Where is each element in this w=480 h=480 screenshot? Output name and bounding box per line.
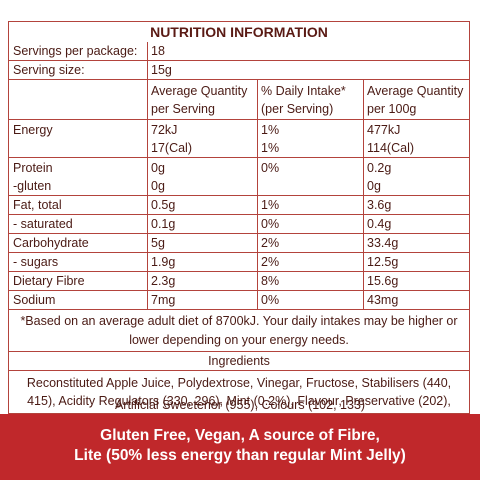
- nutrient-name: Carbohydrate: [13, 236, 89, 250]
- nutrient-daily-intake: 8%: [261, 274, 280, 288]
- nutrient-serving: 0.1g: [151, 217, 176, 231]
- nutrient-daily-intake: 2%: [261, 236, 280, 250]
- nutrient-row-fat: Fat, total 0.5g 1% 3.6g: [9, 196, 469, 215]
- footnote-line-1: *Based on an average adult diet of 8700k…: [20, 314, 458, 328]
- banner-line-1: Gluten Free, Vegan, A source of Fibre,: [100, 427, 380, 444]
- nutrient-daily-intake: 0%: [261, 161, 280, 175]
- column-divider: [363, 80, 364, 310]
- servings-per-package-row: Servings per package: 18: [9, 42, 469, 61]
- nutrient-daily-intake: 1%: [261, 141, 280, 155]
- serving-size-label: Serving size:: [13, 63, 85, 77]
- nutrient-per-100g: 12.5g: [367, 255, 399, 269]
- header-avg-100g-1: Average Quantity: [367, 84, 464, 98]
- column-divider: [147, 42, 148, 310]
- panel-title: NUTRITION INFORMATION: [150, 24, 328, 40]
- nutrient-row-saturated: - saturated 0.1g 0% 0.4g: [9, 215, 469, 234]
- header-daily-intake-1: % Daily Intake*: [261, 84, 346, 98]
- nutrient-per-100g: 33.4g: [367, 236, 399, 250]
- nutrient-daily-intake: 1%: [261, 123, 280, 137]
- nutrient-daily-intake: 0%: [261, 293, 280, 307]
- header-daily-intake-2: (per Serving): [261, 102, 334, 116]
- nutrient-name: -gluten: [13, 179, 52, 193]
- nutrient-row-sugars: - sugars 1.9g 2% 12.5g: [9, 253, 469, 272]
- nutrient-per-100g: 477kJ: [367, 123, 401, 137]
- nutrient-serving: 72kJ: [151, 123, 178, 137]
- nutrient-name: Energy: [13, 123, 53, 137]
- footnote-line-2: lower depending on your energy needs.: [129, 333, 349, 347]
- ingredients-line-2: 415), Acidity Regulators (330, 296), Min…: [27, 394, 451, 408]
- serving-size-value: 15g: [151, 63, 172, 77]
- column-divider: [257, 80, 258, 310]
- nutrient-name: - sugars: [13, 255, 59, 269]
- footnote-row: *Based on an average adult diet of 8700k…: [9, 310, 469, 352]
- nutrition-panel: NUTRITION INFORMATION Servings per packa…: [8, 21, 470, 414]
- nutrient-row-fibre: Dietary Fibre 2.3g 8% 15.6g: [9, 272, 469, 291]
- nutrient-serving: 0.5g: [151, 198, 176, 212]
- nutrient-name: Fat, total: [13, 198, 62, 212]
- claims-banner: Gluten Free, Vegan, A source of Fibre, L…: [0, 414, 480, 480]
- nutrient-daily-intake: 2%: [261, 255, 280, 269]
- nutrient-name: Sodium: [13, 293, 56, 307]
- servings-per-package-label: Servings per package:: [13, 44, 138, 58]
- nutrient-name: Protein: [13, 161, 53, 175]
- nutrient-row-energy: Energy 72kJ 1% 477kJ 17(Cal) 1% 114(Cal): [9, 120, 469, 158]
- header-avg-100g-2: per 100g: [367, 102, 417, 116]
- nutrient-serving: 0g: [151, 179, 165, 193]
- serving-size-row: Serving size: 15g: [9, 61, 469, 80]
- nutrient-row-carbohydrate: Carbohydrate 5g 2% 33.4g: [9, 234, 469, 253]
- nutrient-per-100g: 0.4g: [367, 217, 392, 231]
- nutrient-serving: 2.3g: [151, 274, 176, 288]
- header-avg-serving-1: Average Quantity: [151, 84, 248, 98]
- nutrient-name: - saturated: [13, 217, 73, 231]
- nutrient-name: Dietary Fibre: [13, 274, 85, 288]
- nutrient-serving: 5g: [151, 236, 165, 250]
- nutrient-per-100g: 3.6g: [367, 198, 392, 212]
- nutrient-row-protein: Protein 0g 0% 0.2g -gluten 0g 0g: [9, 158, 469, 196]
- ingredients-line-1: Reconstituted Apple Juice, Polydextrose,…: [26, 376, 452, 390]
- nutrient-serving: 0g: [151, 161, 165, 175]
- ingredients-line-3: Artificial Sweetener (955), Colours (102…: [114, 398, 366, 412]
- nutrient-daily-intake: 0%: [261, 217, 280, 231]
- nutrient-serving: 17(Cal): [151, 141, 192, 155]
- servings-per-package-value: 18: [151, 44, 165, 58]
- nutrient-serving: 7mg: [151, 293, 176, 307]
- nutrient-per-100g: 43mg: [367, 293, 399, 307]
- nutrient-row-sodium: Sodium 7mg 0% 43mg: [9, 291, 469, 310]
- column-header-row: Average Quantity per Serving % Daily Int…: [9, 80, 469, 120]
- nutrient-per-100g: 0g: [367, 179, 381, 193]
- nutrient-per-100g: 15.6g: [367, 274, 399, 288]
- nutrient-serving: 1.9g: [151, 255, 176, 269]
- nutrient-daily-intake: 1%: [261, 198, 280, 212]
- banner-line-2: Lite (50% less energy than regular Mint …: [74, 447, 406, 464]
- nutrient-per-100g: 0.2g: [367, 161, 392, 175]
- nutrient-per-100g: 114(Cal): [367, 141, 415, 155]
- header-avg-serving-2: per Serving: [151, 102, 215, 116]
- ingredients-heading-row: Ingredients: [9, 352, 469, 371]
- ingredients-heading: Ingredients: [208, 354, 270, 368]
